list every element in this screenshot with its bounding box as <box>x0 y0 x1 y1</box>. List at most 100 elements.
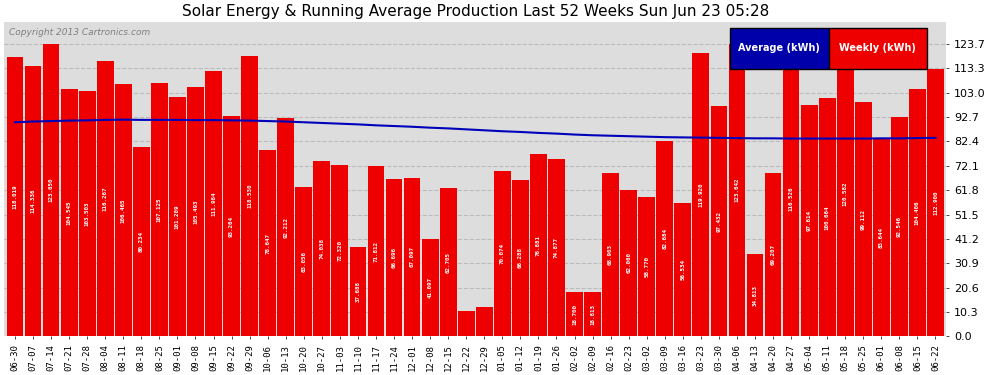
Text: Weekly (kWh): Weekly (kWh) <box>840 44 916 54</box>
Bar <box>97 61 114 336</box>
Text: 63.056: 63.056 <box>301 251 306 272</box>
Bar <box>440 188 456 336</box>
Text: 58.770: 58.770 <box>644 256 649 277</box>
Text: 78.647: 78.647 <box>265 233 270 254</box>
Bar <box>783 61 800 336</box>
Text: 112.900: 112.900 <box>933 190 938 215</box>
Bar <box>764 172 781 336</box>
Text: 18.700: 18.700 <box>572 304 577 325</box>
Bar <box>801 105 818 336</box>
Text: 41.097: 41.097 <box>428 277 433 298</box>
Text: 82.684: 82.684 <box>662 228 667 249</box>
Text: 66.288: 66.288 <box>518 248 523 268</box>
Text: Copyright 2013 Cartronics.com: Copyright 2013 Cartronics.com <box>9 28 150 37</box>
Bar <box>674 202 691 336</box>
Text: 120.582: 120.582 <box>842 182 847 206</box>
Bar <box>476 308 493 336</box>
Bar <box>332 165 348 336</box>
Text: 18.813: 18.813 <box>590 304 595 325</box>
Bar <box>548 159 565 336</box>
Bar <box>530 154 546 336</box>
Bar <box>169 97 186 336</box>
FancyBboxPatch shape <box>730 28 829 69</box>
Bar <box>927 69 943 336</box>
Text: 116.267: 116.267 <box>103 186 108 211</box>
Bar <box>891 117 908 336</box>
Bar <box>711 106 728 336</box>
Text: Average (kWh): Average (kWh) <box>738 44 820 54</box>
Bar <box>602 173 619 336</box>
Text: 123.642: 123.642 <box>735 178 740 203</box>
FancyBboxPatch shape <box>829 28 928 69</box>
Bar <box>187 87 204 336</box>
Text: 68.903: 68.903 <box>608 244 613 266</box>
Bar <box>43 44 59 336</box>
Bar <box>639 197 655 336</box>
Bar <box>566 292 583 336</box>
Text: 119.920: 119.920 <box>698 182 703 207</box>
Text: 97.614: 97.614 <box>807 210 812 231</box>
Bar <box>314 161 331 336</box>
Bar <box>656 141 673 336</box>
Text: 104.545: 104.545 <box>66 200 71 225</box>
Text: 70.074: 70.074 <box>500 243 505 264</box>
Text: 106.465: 106.465 <box>121 198 126 223</box>
Bar <box>746 254 763 336</box>
Bar <box>295 187 312 336</box>
Bar <box>873 138 890 336</box>
Title: Solar Energy & Running Average Production Last 52 Weeks Sun Jun 23 05:28: Solar Energy & Running Average Productio… <box>181 4 769 19</box>
Bar <box>60 89 77 336</box>
Bar <box>855 102 871 336</box>
Text: 105.493: 105.493 <box>193 199 198 224</box>
Text: 97.432: 97.432 <box>717 211 722 232</box>
Text: 99.112: 99.112 <box>860 209 866 230</box>
Text: 107.125: 107.125 <box>156 197 162 222</box>
Text: 74.038: 74.038 <box>320 238 325 259</box>
Text: 104.406: 104.406 <box>915 201 920 225</box>
Bar <box>349 247 366 336</box>
Text: 67.097: 67.097 <box>410 246 415 267</box>
Bar <box>386 178 402 336</box>
Text: 116.526: 116.526 <box>789 186 794 211</box>
Bar <box>151 83 167 336</box>
Text: 118.019: 118.019 <box>13 184 18 209</box>
Text: 34.813: 34.813 <box>752 285 757 306</box>
Bar <box>819 98 836 336</box>
Text: 92.546: 92.546 <box>897 216 902 237</box>
Bar <box>115 84 132 336</box>
Text: 37.688: 37.688 <box>355 281 360 302</box>
Bar <box>25 66 42 336</box>
Text: 56.534: 56.534 <box>680 259 685 280</box>
Bar <box>367 166 384 336</box>
Bar <box>422 239 439 336</box>
Text: 72.320: 72.320 <box>338 240 343 261</box>
Text: 66.696: 66.696 <box>391 247 397 268</box>
Bar <box>7 57 24 336</box>
Text: 62.060: 62.060 <box>626 252 632 273</box>
Bar <box>133 147 149 336</box>
Text: 111.984: 111.984 <box>211 192 216 216</box>
Text: 74.877: 74.877 <box>554 237 559 258</box>
Bar <box>79 92 96 336</box>
Text: 83.644: 83.644 <box>879 227 884 248</box>
Text: 103.503: 103.503 <box>85 202 90 226</box>
Text: 101.209: 101.209 <box>175 204 180 229</box>
Text: 100.664: 100.664 <box>825 205 830 230</box>
Bar <box>837 51 853 336</box>
Text: 80.234: 80.234 <box>139 231 144 252</box>
Bar <box>909 89 926 336</box>
Bar <box>259 150 276 336</box>
Bar <box>494 171 511 336</box>
Bar <box>223 116 240 336</box>
Bar <box>621 189 637 336</box>
Bar <box>242 56 258 336</box>
Bar <box>205 71 222 336</box>
Bar <box>277 118 294 336</box>
Bar <box>404 178 421 336</box>
Text: 62.705: 62.705 <box>446 252 450 273</box>
Text: 92.212: 92.212 <box>283 217 288 238</box>
Text: 114.336: 114.336 <box>31 189 36 213</box>
Bar <box>692 53 709 336</box>
Bar <box>512 180 529 336</box>
Text: 71.812: 71.812 <box>373 241 378 262</box>
